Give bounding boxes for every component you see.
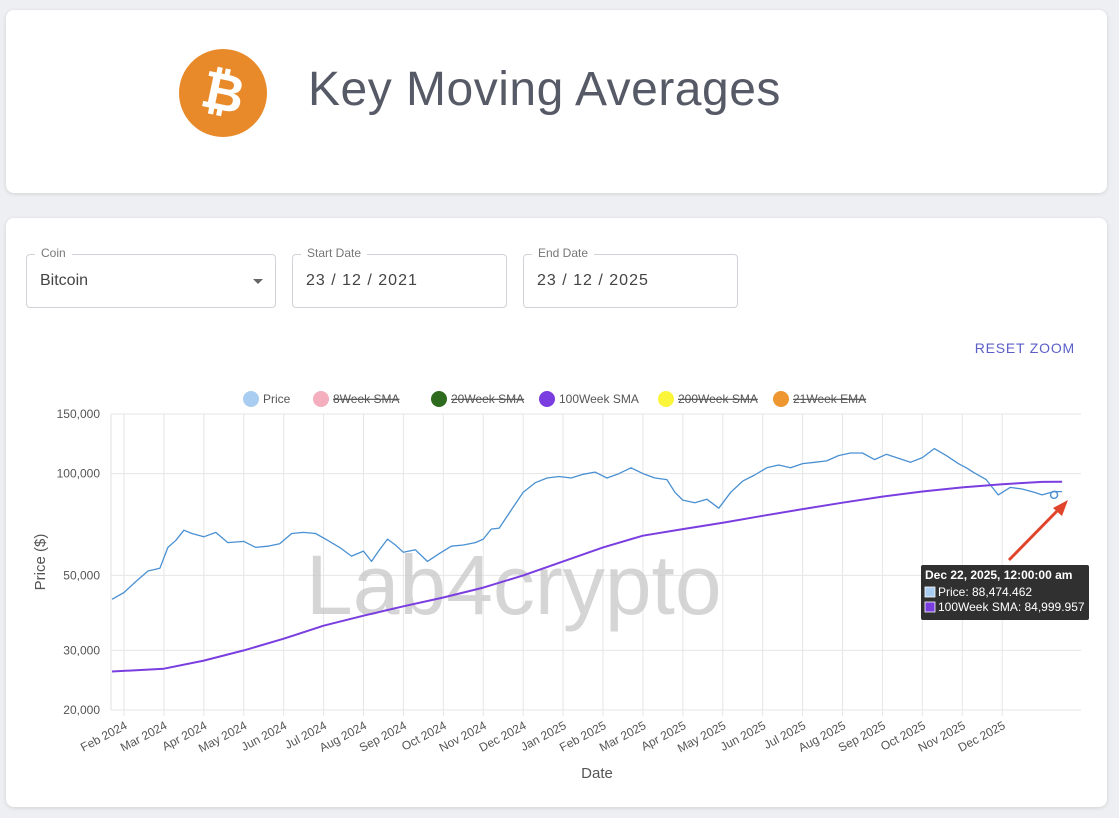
chart[interactable]: Price 8Week SMA 20Week SMA 100Week SMA 200We… bbox=[6, 218, 1107, 807]
bitcoin-logo-icon: ₿ bbox=[179, 49, 267, 137]
legend-label: 20Week SMA bbox=[451, 392, 524, 406]
x-tick-label: Mar 2025 bbox=[597, 718, 649, 754]
x-tick-label: Jun 2024 bbox=[239, 718, 289, 754]
legend-swatch bbox=[773, 391, 789, 407]
legend-item[interactable]: 21Week EMA bbox=[773, 391, 866, 407]
annotation-arrowhead bbox=[1053, 500, 1068, 516]
x-axis-title: Date bbox=[581, 765, 613, 782]
legend-item[interactable]: Price bbox=[243, 391, 291, 407]
legend-item[interactable]: 8Week SMA bbox=[313, 391, 399, 407]
series-line-100week-sma bbox=[111, 480, 1063, 673]
tooltip-swatch bbox=[924, 601, 936, 613]
end-date-input[interactable]: End Date 23 / 12 / 2025 bbox=[523, 246, 738, 308]
legend-swatch bbox=[313, 391, 329, 407]
tooltip-line: Price: 88,474.462 bbox=[938, 585, 1032, 599]
legend-item[interactable]: 200Week SMA bbox=[658, 391, 758, 407]
hover-point-marker bbox=[1049, 490, 1059, 500]
tooltip-box bbox=[921, 565, 1089, 620]
coin-select-value: Bitcoin bbox=[40, 272, 89, 289]
series-line-price bbox=[111, 447, 1063, 600]
series-layer bbox=[111, 447, 1063, 673]
reset-zoom-button[interactable]: RESET ZOOM bbox=[974, 340, 1075, 356]
coin-select-label: Coin bbox=[35, 246, 72, 260]
x-tick-label: Mar 2024 bbox=[118, 718, 170, 754]
legend-label: 100Week SMA bbox=[559, 392, 639, 406]
chart-grid bbox=[110, 413, 1081, 716]
legend-swatch bbox=[539, 391, 555, 407]
coin-select[interactable]: Coin Bitcoin bbox=[26, 246, 276, 308]
tooltip-line: 100Week SMA: 84,999.957 bbox=[938, 600, 1085, 614]
chevron-down-icon[interactable] bbox=[253, 279, 263, 284]
tooltip-swatch bbox=[924, 586, 936, 598]
watermark: Lab4crypto bbox=[306, 538, 722, 632]
tooltip-title: Dec 22, 2025, 12:00:00 am bbox=[925, 568, 1072, 582]
y-tick-label: 100,000 bbox=[57, 467, 101, 481]
end-date-value: 23 / 12 / 2025 bbox=[537, 272, 649, 289]
legend-item[interactable]: 20Week SMA bbox=[431, 391, 524, 407]
legend-swatch bbox=[243, 391, 259, 407]
legend-swatch bbox=[658, 391, 674, 407]
chart-legend: Price 8Week SMA 20Week SMA 100Week SMA 200We… bbox=[243, 391, 866, 407]
legend-item[interactable]: 100Week SMA bbox=[539, 391, 639, 407]
legend-label: 8Week SMA bbox=[333, 392, 399, 406]
start-date-value: 23 / 12 / 2021 bbox=[306, 272, 418, 289]
legend-label: 21Week EMA bbox=[793, 392, 866, 406]
legend-label: 200Week SMA bbox=[678, 392, 758, 406]
y-axis: 20,000 30,000 50,000 100,000 150,000 bbox=[57, 407, 101, 717]
annotation-arrow bbox=[1007, 508, 1060, 562]
chart-tooltip: Dec 22, 2025, 12:00:00 am Price: 88,474.4… bbox=[921, 500, 1089, 620]
x-tick-label: Jun 2025 bbox=[718, 718, 768, 754]
header-card: ₿ Key Moving Averages bbox=[6, 10, 1107, 193]
chart-card: Coin Bitcoin Start Date 23 / 12 / 2021 E… bbox=[6, 218, 1107, 807]
y-tick-label: 50,000 bbox=[63, 568, 100, 582]
end-date-label: End Date bbox=[532, 246, 595, 260]
page-title: Key Moving Averages bbox=[308, 63, 781, 116]
start-date-label: Start Date bbox=[301, 246, 368, 260]
y-tick-label: 150,000 bbox=[57, 407, 101, 421]
y-axis-title: Price ($) bbox=[32, 534, 49, 591]
y-tick-label: 20,000 bbox=[63, 703, 100, 717]
legend-label: Price bbox=[263, 392, 291, 406]
start-date-input[interactable]: Start Date 23 / 12 / 2021 bbox=[292, 246, 507, 308]
y-tick-label: 30,000 bbox=[63, 643, 100, 657]
legend-swatch bbox=[431, 391, 447, 407]
